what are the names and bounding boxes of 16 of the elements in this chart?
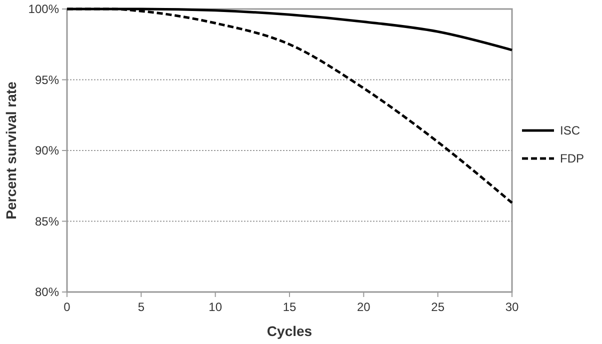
x-tick-label: 0 xyxy=(64,300,71,314)
legend-label: FDP xyxy=(560,152,584,166)
x-tick-label: 10 xyxy=(208,300,222,314)
x-tick-label: 30 xyxy=(505,300,519,314)
x-tick-label: 20 xyxy=(356,300,371,314)
x-tick-label: 5 xyxy=(138,300,145,314)
y-tick-label: 100% xyxy=(28,2,60,16)
y-axis-title: Percent survival rate xyxy=(3,81,19,220)
x-axis-title: Cycles xyxy=(266,323,312,339)
y-tick-label: 95% xyxy=(34,72,60,87)
legend-label: ISC xyxy=(560,124,580,138)
y-tick-label: 90% xyxy=(34,144,60,158)
x-tick-label: 25 xyxy=(431,300,445,314)
y-tick-label: 85% xyxy=(34,214,60,228)
y-tick-label: 80% xyxy=(34,285,60,299)
x-tick-label: 15 xyxy=(282,300,296,314)
